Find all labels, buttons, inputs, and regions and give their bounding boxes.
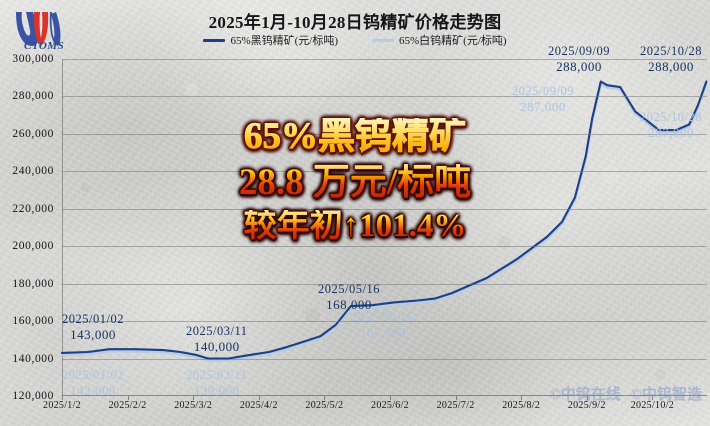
annotation-date: 2025/05/16: [352, 310, 414, 324]
legend-item-1: 65%白钨精矿(元/标吨): [372, 32, 507, 48]
annotation-light: 2025/01/02 142,000: [62, 368, 124, 399]
watermark-2: ©中钨智造: [630, 387, 702, 403]
grid-line: [62, 133, 707, 135]
annotation-date: 2025/05/16: [318, 282, 380, 296]
y-tick-label: 300,000: [12, 53, 54, 65]
x-tick-mark: [586, 396, 588, 400]
x-tick-mark: [127, 396, 129, 400]
line-black-tungsten: [60, 80, 708, 360]
y-tick-label: 180,000: [12, 277, 54, 290]
annotation-value: 140,000: [193, 339, 240, 354]
annotation-light: 2025/10/28287,000: [640, 110, 702, 141]
legend-label-black-tungsten: 65%黑钨精矿(元/标吨): [230, 35, 338, 47]
x-tick-mark: [455, 396, 457, 400]
annotation-dark: 2025/09/09 288,000: [548, 44, 610, 75]
x-tick-label: 2025/4/2: [239, 400, 278, 411]
x-tick-label: 2025/10/2: [630, 400, 675, 411]
annotation-dark: 2025/10/28 288,000: [640, 44, 702, 75]
y-tick-label: 280,000: [12, 90, 54, 103]
x-tick-label: 2025/8/2: [502, 400, 541, 411]
x-axis-line: [62, 395, 707, 396]
watermark-1: ©中钨在线: [549, 387, 621, 403]
legend-label-white-tungsten: 65%白钨精矿(元/标吨): [399, 35, 507, 47]
page-title: 2025年1月-10月28日钨精矿价格走势图: [208, 13, 502, 32]
x-tick-mark: [324, 396, 326, 400]
annotation-date: 2025/10/28: [640, 110, 702, 124]
annotation-light: 2025/05/16 167,000: [352, 310, 414, 341]
x-tick-label: 2025/6/2: [371, 400, 409, 411]
annotation-dark: 2025/05/16 168,000: [318, 282, 380, 313]
annotation-value: 167,000: [360, 325, 406, 340]
annotation-date: 2025/10/28: [640, 44, 702, 58]
x-tick-mark: [652, 396, 654, 400]
annotation-value: 287,000: [520, 99, 566, 114]
y-tick-label: 220,000: [12, 202, 54, 215]
headline-overlay: 65%黑钨精矿 28.8 万元/标吨 较年初↑101.4%: [0, 118, 710, 243]
grid-line: [62, 171, 707, 173]
grid-line: [62, 358, 707, 360]
legend-item-0: 65%黑钨精矿(元/标吨): [203, 32, 338, 48]
logo-text: CTOMS: [24, 40, 65, 52]
x-tick-label: 2025/2/2: [108, 400, 147, 411]
grid-line: [62, 208, 707, 210]
annotation-value: 142,000: [70, 383, 116, 398]
annotation-date: 2025/09/09: [548, 44, 610, 58]
y-tick-label: 140,000: [12, 352, 54, 365]
grid-line: [62, 96, 707, 98]
annotation-light: 2025/09/09 287,000: [512, 84, 574, 115]
plot-area: [60, 59, 708, 400]
legend-swatch-white-tungsten: [372, 38, 394, 42]
annotation-date: 2025/01/02: [62, 368, 124, 382]
headline-line-3: 较年初↑101.4%: [0, 210, 710, 243]
ctoms-logo: CTOMS: [6, 2, 68, 58]
annotation-value: 288,000: [648, 59, 694, 74]
x-tick-mark: [258, 396, 260, 400]
x-tick-label: 2025/3/2: [174, 400, 213, 411]
grid-line: [62, 246, 707, 248]
x-axis-labels: 2025/1/2 2025/2/2 2025/3/2 2025/4/2 2025/5/2…: [0, 400, 710, 420]
chart-legend: 65%黑钨精矿(元/标吨) 65%白钨精矿(元/标吨): [0, 32, 710, 48]
x-tick-label: 2025/1/2: [43, 400, 81, 411]
annotation-date: 2025/09/09: [512, 84, 574, 98]
legend-swatch-black-tungsten: [203, 38, 226, 42]
annotation-date: 2025/03/11: [186, 368, 248, 382]
annotation-value: 288,000: [556, 59, 602, 74]
x-tick-mark: [62, 396, 63, 400]
y-tick-label: 200,000: [12, 240, 54, 253]
y-tick-label: 120,000: [12, 390, 54, 402]
annotation-dark: 2025/01/02 143,000: [62, 312, 124, 343]
grid-line: [62, 321, 707, 323]
grid-line: [62, 59, 707, 60]
watermark: ©中钨在线 ©中钨智造: [550, 383, 702, 404]
y-tick-label: 260,000: [12, 128, 54, 140]
x-tick-mark: [521, 396, 523, 400]
x-tick-mark: [390, 396, 391, 400]
annotation-light: 2025/03/11 139,000: [186, 368, 247, 399]
y-tick-label: 160,000: [12, 315, 54, 328]
annotation-date: 2025/01/02: [62, 312, 124, 326]
logo-mark-icon: [16, 12, 61, 46]
annotation-dark: 2025/03/11 140,000: [186, 324, 247, 355]
x-tick-label: 2025/7/2: [436, 400, 475, 411]
x-tick-label: 2025/9/2: [567, 400, 606, 411]
x-tick-label: 2025/5/2: [305, 400, 344, 411]
headline-line-2: 28.8 万元/标吨: [0, 164, 710, 201]
annotation-value: 287,000: [640, 125, 702, 141]
y-tick-label: 240,000: [12, 165, 54, 177]
grid-line: [62, 283, 707, 285]
annotation-value: 168,000: [326, 297, 372, 312]
headline-line-1: 65%黑钨精矿: [0, 118, 710, 156]
annotation-value: 139,000: [193, 383, 240, 398]
y-axis-line: [62, 59, 63, 396]
x-tick-mark: [193, 396, 195, 400]
annotation-value: 143,000: [70, 327, 116, 342]
annotation-date: 2025/03/11: [186, 324, 248, 338]
